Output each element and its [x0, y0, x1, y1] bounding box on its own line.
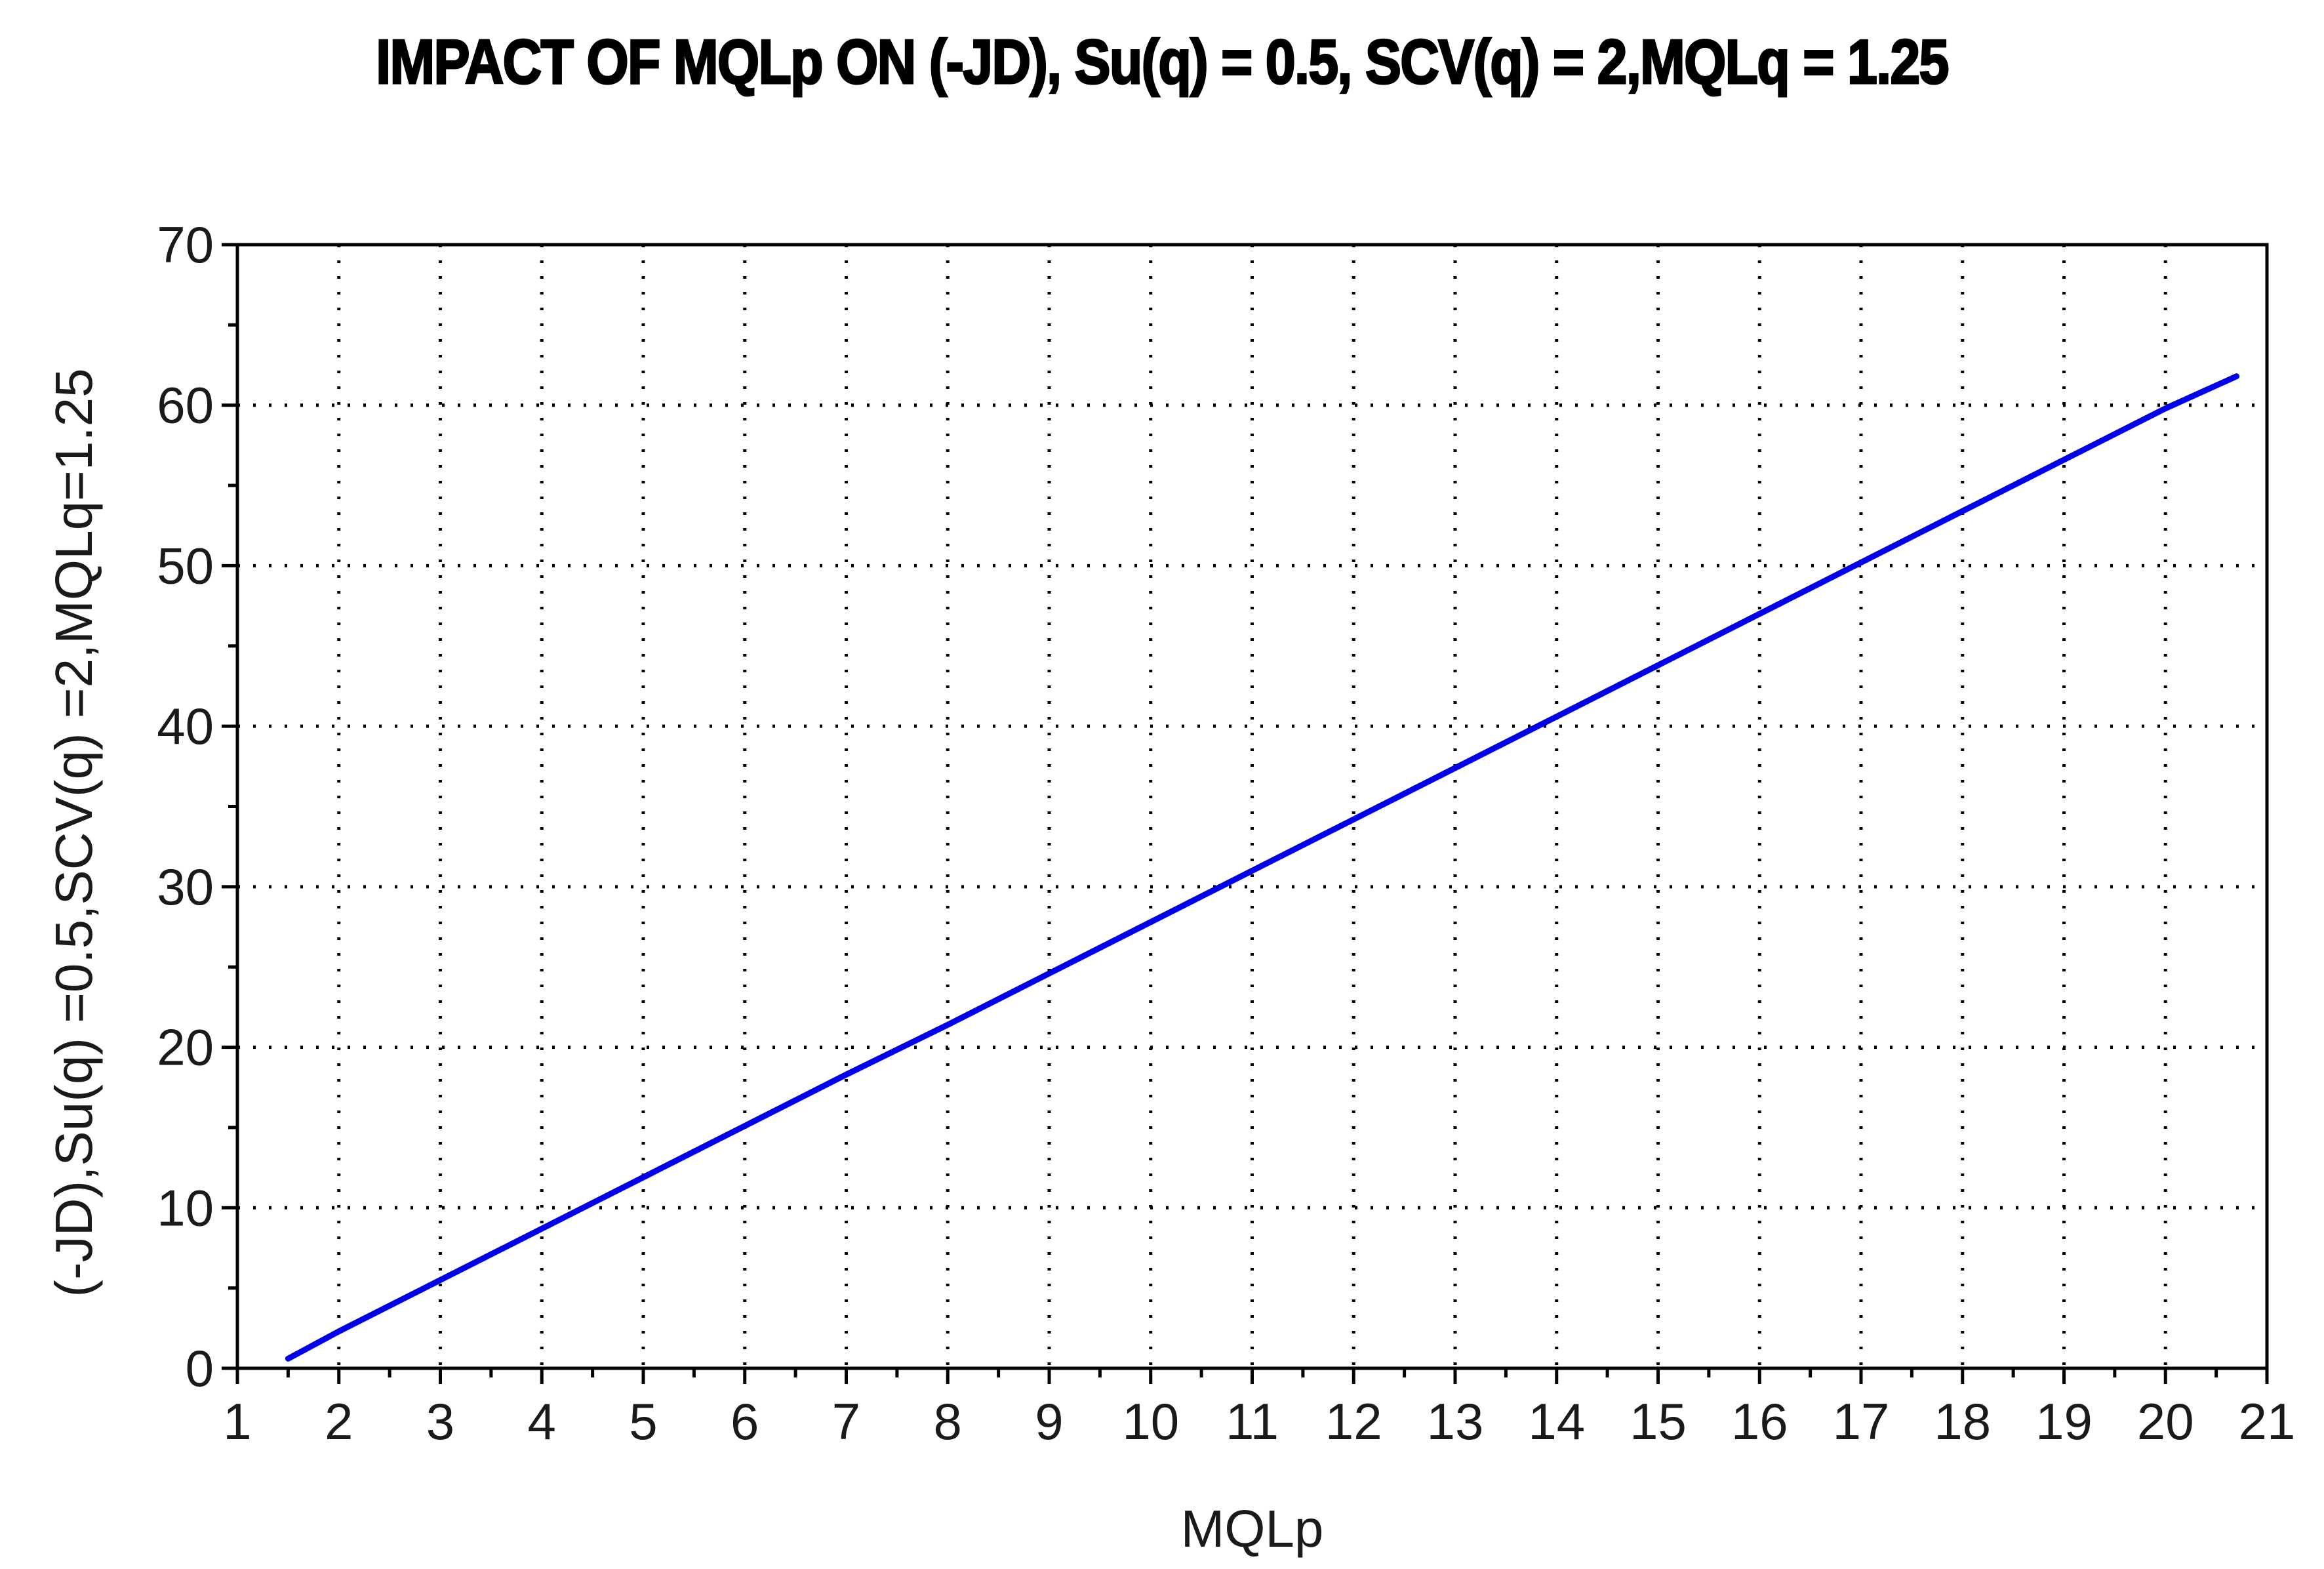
x-tick-label: 4 [528, 1393, 556, 1450]
y-tick-label: 60 [157, 377, 214, 434]
x-tick-label: 14 [1528, 1393, 1585, 1450]
y-ticks: 0 10 20 30 40 50 60 70 [157, 216, 214, 1397]
grid [237, 245, 2267, 1368]
series [288, 377, 2236, 1359]
x-tick-label: 10 [1122, 1393, 1179, 1450]
y-tick-label: 50 [157, 537, 214, 594]
x-tick-label: 7 [832, 1393, 860, 1450]
x-tick-label: 1 [223, 1393, 251, 1450]
y-tick-label: 20 [157, 1019, 214, 1076]
x-tick-label: 5 [629, 1393, 657, 1450]
axes [222, 245, 2267, 1384]
x-tick-label: 18 [1934, 1393, 1991, 1450]
x-tick-label: 17 [1833, 1393, 1890, 1450]
y-tick-label: 40 [157, 697, 214, 755]
series-line-0 [288, 377, 2236, 1359]
x-tick-label: 9 [1035, 1393, 1063, 1450]
x-tick-label: 13 [1427, 1393, 1484, 1450]
x-tick-label: 12 [1325, 1393, 1382, 1450]
x-tick-label: 2 [325, 1393, 353, 1450]
y-tick-label: 10 [157, 1179, 214, 1236]
x-tick-label: 16 [1731, 1393, 1788, 1450]
x-tick-label: 19 [2035, 1393, 2093, 1450]
x-tick-label: 3 [426, 1393, 454, 1450]
x-tick-label: 15 [1630, 1393, 1687, 1450]
x-tick-label: 6 [731, 1393, 759, 1450]
y-tick-label: 0 [186, 1339, 214, 1397]
y-axis-label: (-JD),Su(q) =0.5,SCV(q) =2,MQLq=1.25 [45, 368, 103, 1297]
x-axis-label: MQLp [1181, 1499, 1324, 1558]
x-tick-label: 21 [2239, 1393, 2296, 1450]
x-tick-label: 8 [934, 1393, 962, 1450]
x-tick-label: 11 [1226, 1393, 1279, 1450]
y-tick-label: 70 [157, 216, 214, 274]
x-tick-label: 20 [2137, 1393, 2194, 1450]
plot-border [237, 245, 2267, 1368]
x-ticks: 1 2 3 4 5 6 7 8 9 10 11 12 13 14 15 16 17 18 19 20 21 [223, 1393, 2295, 1450]
y-tick-label: 30 [157, 858, 214, 916]
